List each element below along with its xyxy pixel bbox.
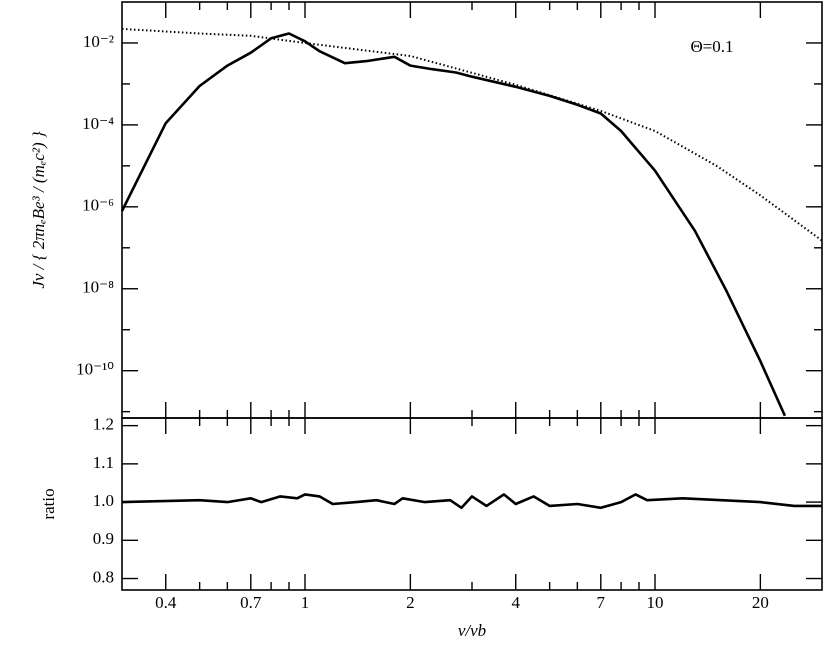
x-tick-label: 7 — [597, 593, 606, 612]
x-tick-label: 20 — [752, 593, 769, 612]
data-line — [121, 27, 823, 242]
x-axis-label: ν/νb — [458, 621, 486, 640]
y-tick-label: 1.0 — [93, 491, 114, 510]
x-tick-label: 10 — [647, 593, 664, 612]
x-tick-label: 0.4 — [155, 593, 177, 612]
y-tick-label: 0.9 — [93, 529, 114, 548]
x-tick-label: 2 — [406, 593, 415, 612]
y-tick-label: 10⁻⁸ — [82, 278, 114, 297]
annotation: Θ=0.1 — [690, 37, 733, 56]
data-line — [121, 493, 822, 510]
y-tick-label: 10⁻² — [83, 32, 114, 51]
plot-frame — [121, 417, 823, 591]
y-axis-label: ratio — [39, 488, 58, 519]
y-tick-label: 0.8 — [93, 567, 114, 586]
y-tick-label: 10⁻⁴ — [82, 114, 114, 133]
x-tick-label: 4 — [511, 593, 520, 612]
y-axis-label: Jν / { 2πnₑBe³ / (mₑc²) } — [29, 131, 48, 289]
x-tick-label: 0.7 — [240, 593, 262, 612]
data-line — [120, 32, 787, 417]
y-tick-label: 10⁻¹⁰ — [76, 360, 114, 379]
y-tick-label: 1.1 — [93, 453, 114, 472]
y-tick-label: 10⁻⁶ — [82, 196, 114, 215]
x-tick-label: 1 — [301, 593, 310, 612]
y-tick-label: 1.2 — [93, 415, 114, 434]
